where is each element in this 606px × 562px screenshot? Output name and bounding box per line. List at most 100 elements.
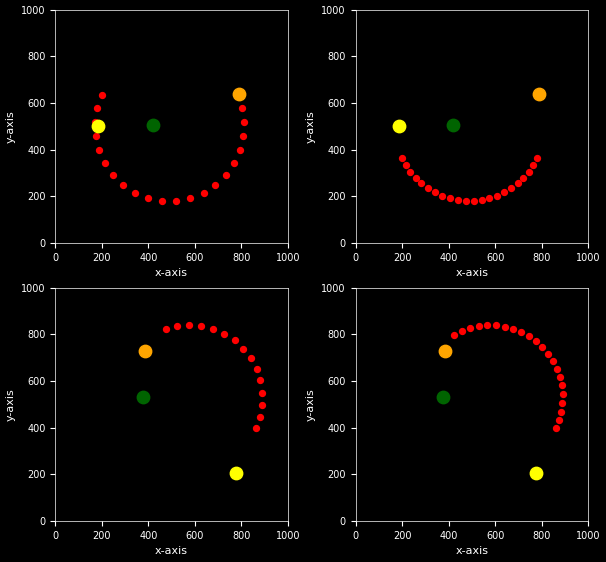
Point — [130, 188, 140, 197]
Point — [239, 117, 248, 126]
Point — [538, 343, 547, 352]
Point — [411, 173, 421, 182]
Point — [211, 180, 221, 189]
X-axis label: x-axis: x-axis — [155, 268, 188, 278]
Point — [232, 90, 242, 99]
Point — [405, 167, 415, 176]
Point — [255, 412, 265, 421]
X-axis label: x-axis: x-axis — [155, 546, 188, 556]
Point — [416, 179, 426, 188]
Point — [91, 132, 101, 141]
Point — [423, 184, 433, 193]
Point — [543, 350, 553, 359]
Point — [558, 389, 567, 398]
Point — [158, 196, 167, 205]
Point — [468, 196, 478, 205]
Point — [437, 191, 447, 200]
Point — [208, 324, 218, 333]
Point — [531, 337, 541, 346]
Point — [238, 132, 248, 141]
Point — [90, 117, 100, 126]
Point — [235, 146, 245, 155]
Point — [219, 329, 229, 338]
Point — [554, 415, 564, 424]
Point — [445, 194, 454, 203]
Point — [555, 373, 565, 382]
Y-axis label: y-axis: y-axis — [306, 388, 316, 421]
Point — [230, 336, 239, 345]
Point — [453, 196, 462, 205]
Point — [461, 196, 470, 205]
Point — [401, 160, 411, 169]
Point — [108, 170, 118, 179]
Point — [465, 324, 475, 333]
Point — [552, 364, 562, 373]
Point — [524, 332, 534, 341]
Point — [500, 322, 510, 331]
Point — [235, 89, 244, 98]
Point — [477, 196, 487, 205]
Point — [258, 388, 267, 397]
Point — [448, 121, 458, 130]
Point — [239, 344, 248, 353]
Point — [94, 146, 104, 155]
Point — [491, 321, 501, 330]
Point — [394, 122, 404, 131]
Point — [513, 179, 522, 188]
Point — [474, 321, 484, 330]
Point — [138, 393, 147, 402]
Point — [256, 376, 265, 385]
Point — [450, 330, 459, 339]
Point — [231, 469, 241, 478]
Point — [492, 191, 502, 200]
X-axis label: x-axis: x-axis — [455, 546, 488, 556]
Point — [161, 325, 170, 334]
Point — [148, 121, 158, 130]
Point — [458, 327, 467, 336]
Point — [185, 193, 195, 202]
Point — [548, 356, 558, 365]
Point — [221, 170, 231, 179]
Point — [531, 469, 541, 478]
Point — [199, 188, 208, 197]
Point — [251, 364, 261, 373]
Point — [397, 153, 407, 162]
Point — [144, 193, 153, 202]
Point — [441, 347, 450, 356]
Point — [482, 321, 492, 330]
Point — [251, 424, 261, 433]
Point — [516, 328, 526, 337]
Point — [438, 393, 448, 402]
Point — [100, 159, 110, 168]
Point — [237, 103, 247, 112]
Point — [246, 353, 256, 362]
Point — [485, 194, 494, 203]
Point — [528, 160, 538, 169]
Point — [551, 424, 561, 433]
Point — [519, 173, 528, 182]
Point — [556, 407, 566, 416]
X-axis label: x-axis: x-axis — [455, 268, 488, 278]
Point — [430, 188, 439, 197]
Point — [558, 398, 567, 407]
Y-axis label: y-axis: y-axis — [5, 110, 16, 143]
Point — [229, 159, 239, 168]
Point — [508, 324, 518, 333]
Point — [524, 167, 533, 176]
Point — [184, 321, 194, 330]
Y-axis label: y-axis: y-axis — [5, 388, 16, 421]
Point — [173, 322, 182, 331]
Point — [196, 321, 206, 330]
Point — [507, 184, 516, 193]
Y-axis label: y-axis: y-axis — [306, 110, 316, 143]
Point — [532, 153, 542, 162]
Point — [557, 381, 567, 390]
Point — [118, 180, 128, 189]
Point — [171, 196, 181, 205]
Point — [93, 122, 103, 131]
Point — [140, 347, 150, 356]
Point — [257, 400, 267, 409]
Point — [534, 89, 544, 98]
Point — [499, 188, 509, 197]
Point — [92, 103, 102, 112]
